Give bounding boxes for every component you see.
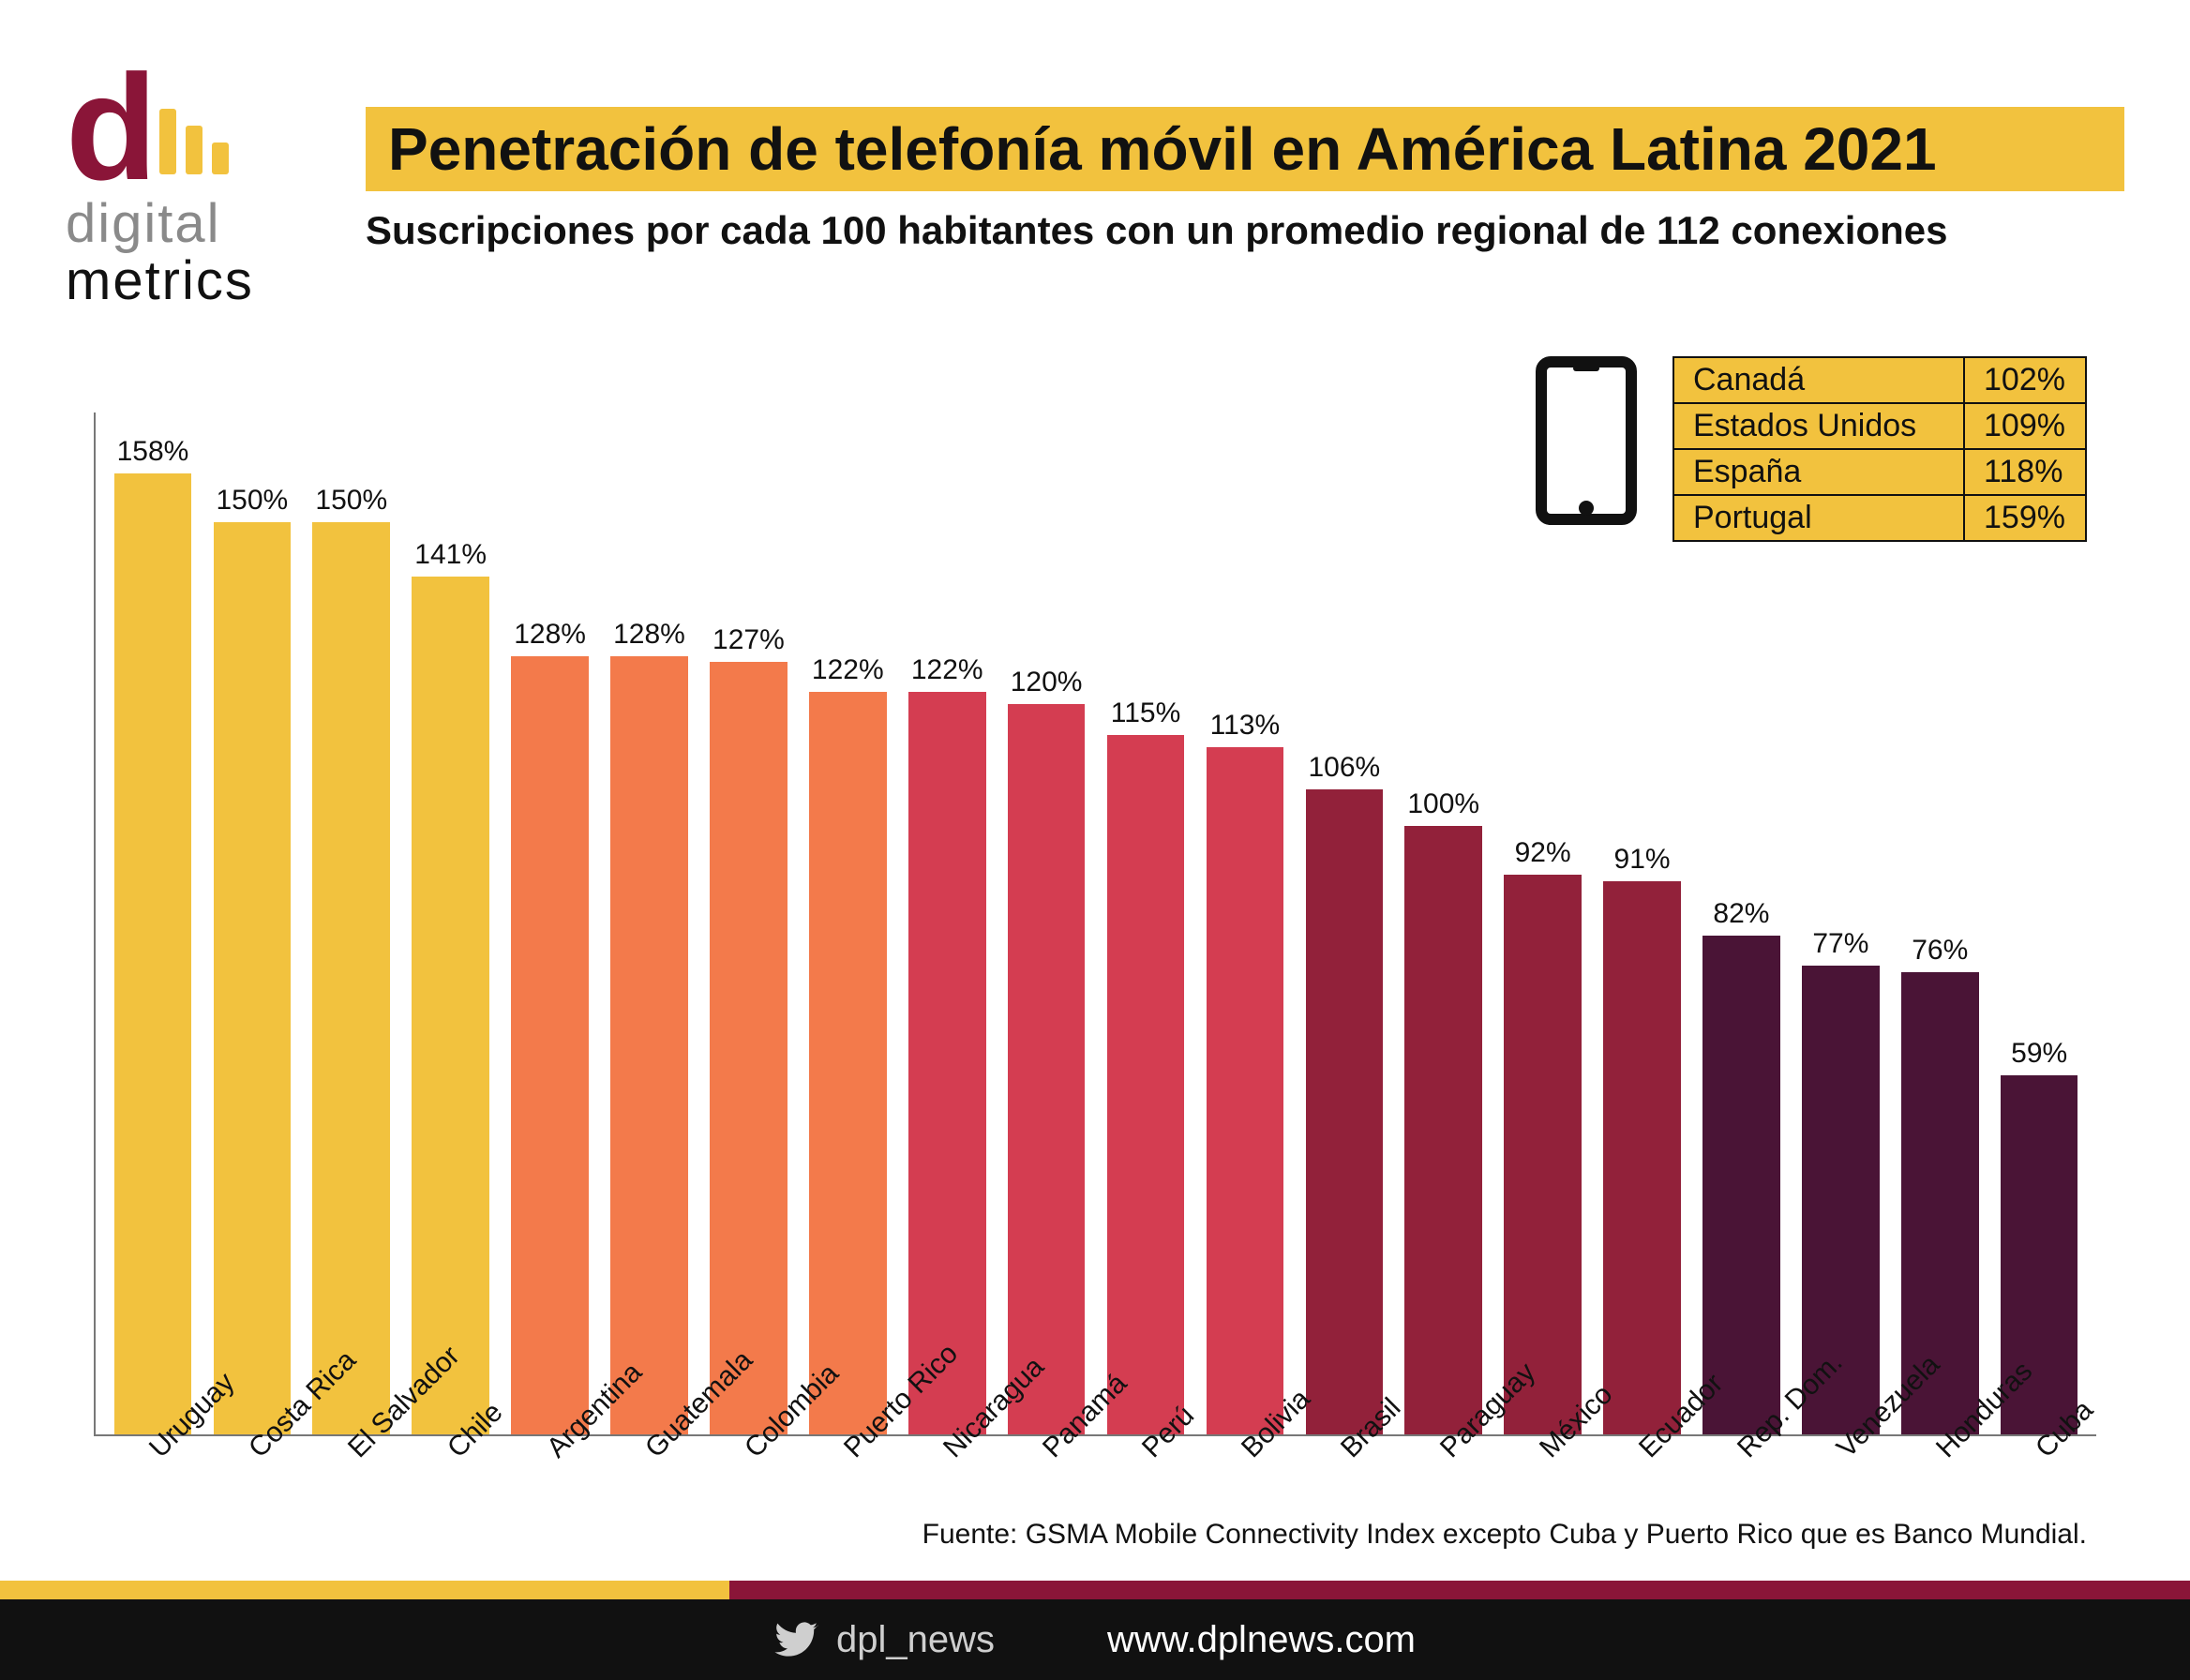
header: d digital metrics Penetración de telefon…	[66, 66, 2124, 311]
bar-value-label: 150%	[216, 485, 288, 517]
bar-value-label: 59%	[2011, 1038, 2067, 1070]
reference-country: Portugal	[1673, 495, 1964, 541]
bar-chile: 141%	[401, 412, 501, 1434]
bar-value-label: 113%	[1210, 710, 1281, 742]
bar-bolivia: 113%	[1195, 412, 1295, 1434]
bar-costa-rica: 150%	[202, 412, 302, 1434]
side-panel: Canadá102%Estados Unidos109%España118%Po…	[1536, 356, 2087, 542]
bar-rect	[1207, 747, 1284, 1434]
table-row: España118%	[1673, 449, 2086, 495]
bar-value-label: 128%	[514, 619, 586, 651]
bar-value-label: 127%	[712, 624, 785, 656]
bar-value-label: 120%	[1011, 667, 1083, 698]
twitter-icon	[774, 1617, 819, 1662]
logo-word-1: digital	[66, 197, 328, 251]
page-subtitle: Suscripciones por cada 100 habitantes co…	[366, 208, 2124, 253]
bar-panam-: 120%	[997, 412, 1096, 1434]
bar-value-label: 77%	[1812, 928, 1868, 960]
bar-per-: 115%	[1096, 412, 1195, 1434]
bar-brasil: 106%	[1295, 412, 1394, 1434]
bar-venezuela: 77%	[1791, 412, 1890, 1434]
phone-icon	[1536, 356, 1637, 525]
bar-rect	[114, 473, 192, 1434]
bar-puerto-rico: 122%	[798, 412, 897, 1434]
source-text: Fuente: GSMA Mobile Connectivity Index e…	[922, 1519, 2087, 1551]
bar-cuba: 59%	[1989, 412, 2089, 1434]
bar-rect	[1702, 936, 1780, 1434]
bar-value-label: 76%	[1912, 935, 1968, 967]
title-band: Penetración de telefonía móvil en Améric…	[366, 107, 2124, 191]
bar-m-xico: 92%	[1493, 412, 1593, 1434]
bar-guatemala: 128%	[600, 412, 699, 1434]
bar-value-label: 128%	[613, 619, 685, 651]
bar-rect	[1107, 735, 1185, 1434]
bar-value-label: 115%	[1111, 698, 1181, 729]
bar-value-label: 91%	[1614, 844, 1671, 876]
table-row: Estados Unidos109%	[1673, 403, 2086, 449]
bar-honduras: 76%	[1890, 412, 1989, 1434]
reference-value: 118%	[1964, 449, 2086, 495]
bar-rect	[809, 692, 887, 1434]
logo: d digital metrics	[66, 66, 328, 311]
bar-rect	[908, 692, 986, 1434]
logo-bars	[159, 109, 229, 188]
bar-rect	[1306, 789, 1384, 1434]
bar-value-label: 141%	[414, 539, 487, 571]
bar-uruguay: 158%	[103, 412, 202, 1434]
reference-value: 102%	[1964, 357, 2086, 403]
reference-country: España	[1673, 449, 1964, 495]
bar-rect	[1404, 826, 1482, 1434]
footer-bar: dpl_news www.dplnews.com	[0, 1599, 2190, 1680]
bar-rect	[312, 522, 390, 1434]
infographic-root: d digital metrics Penetración de telefon…	[0, 0, 2190, 1680]
reference-value: 109%	[1964, 403, 2086, 449]
table-row: Portugal159%	[1673, 495, 2086, 541]
bar-rect	[710, 662, 788, 1434]
bar-nicaragua: 122%	[897, 412, 997, 1434]
bar-value-label: 100%	[1407, 788, 1479, 820]
bar-value-label: 158%	[117, 436, 189, 468]
bar-rect	[1603, 881, 1681, 1434]
bar-value-label: 92%	[1515, 837, 1571, 869]
reference-country: Canadá	[1673, 357, 1964, 403]
bar-value-label: 122%	[911, 654, 983, 686]
logo-word-2: metrics	[66, 251, 328, 311]
bar-rect	[412, 577, 489, 1434]
footer-stripe	[0, 1581, 2190, 1599]
bar-value-label: 82%	[1713, 898, 1769, 930]
bar-rep-dom-: 82%	[1692, 412, 1792, 1434]
bar-paraguay: 100%	[1394, 412, 1493, 1434]
reference-country: Estados Unidos	[1673, 403, 1964, 449]
page-title: Penetración de telefonía móvil en Améric…	[388, 115, 1937, 183]
bar-value-label: 122%	[812, 654, 884, 686]
bar-rect	[1008, 704, 1086, 1434]
bar-rect	[214, 522, 292, 1434]
bar-rect	[511, 656, 589, 1434]
footer-twitter[interactable]: dpl_news	[774, 1617, 995, 1662]
bar-colombia: 127%	[698, 412, 798, 1434]
bar-rect	[610, 656, 688, 1434]
table-row: Canadá102%	[1673, 357, 2086, 403]
bar-argentina: 128%	[501, 412, 600, 1434]
bar-el-salvador: 150%	[302, 412, 401, 1434]
footer-twitter-handle: dpl_news	[836, 1619, 995, 1661]
reference-value: 159%	[1964, 495, 2086, 541]
bar-rect	[1504, 875, 1582, 1434]
reference-table: Canadá102%Estados Unidos109%España118%Po…	[1672, 356, 2087, 542]
title-block: Penetración de telefonía móvil en Améric…	[366, 66, 2124, 253]
chart-bars: 158% 150% 150% 141% 128% 128% 127% 122% 122% 120%…	[96, 412, 2096, 1434]
bar-value-label: 150%	[315, 485, 387, 517]
bar-value-label: 106%	[1308, 752, 1380, 784]
chart-plot-area: 158% 150% 150% 141% 128% 128% 127% 122% 122% 120%…	[94, 412, 2096, 1436]
footer-url[interactable]: www.dplnews.com	[1107, 1619, 1416, 1661]
logo-letter-d: d	[66, 68, 152, 188]
bar-ecuador: 91%	[1593, 412, 1692, 1434]
